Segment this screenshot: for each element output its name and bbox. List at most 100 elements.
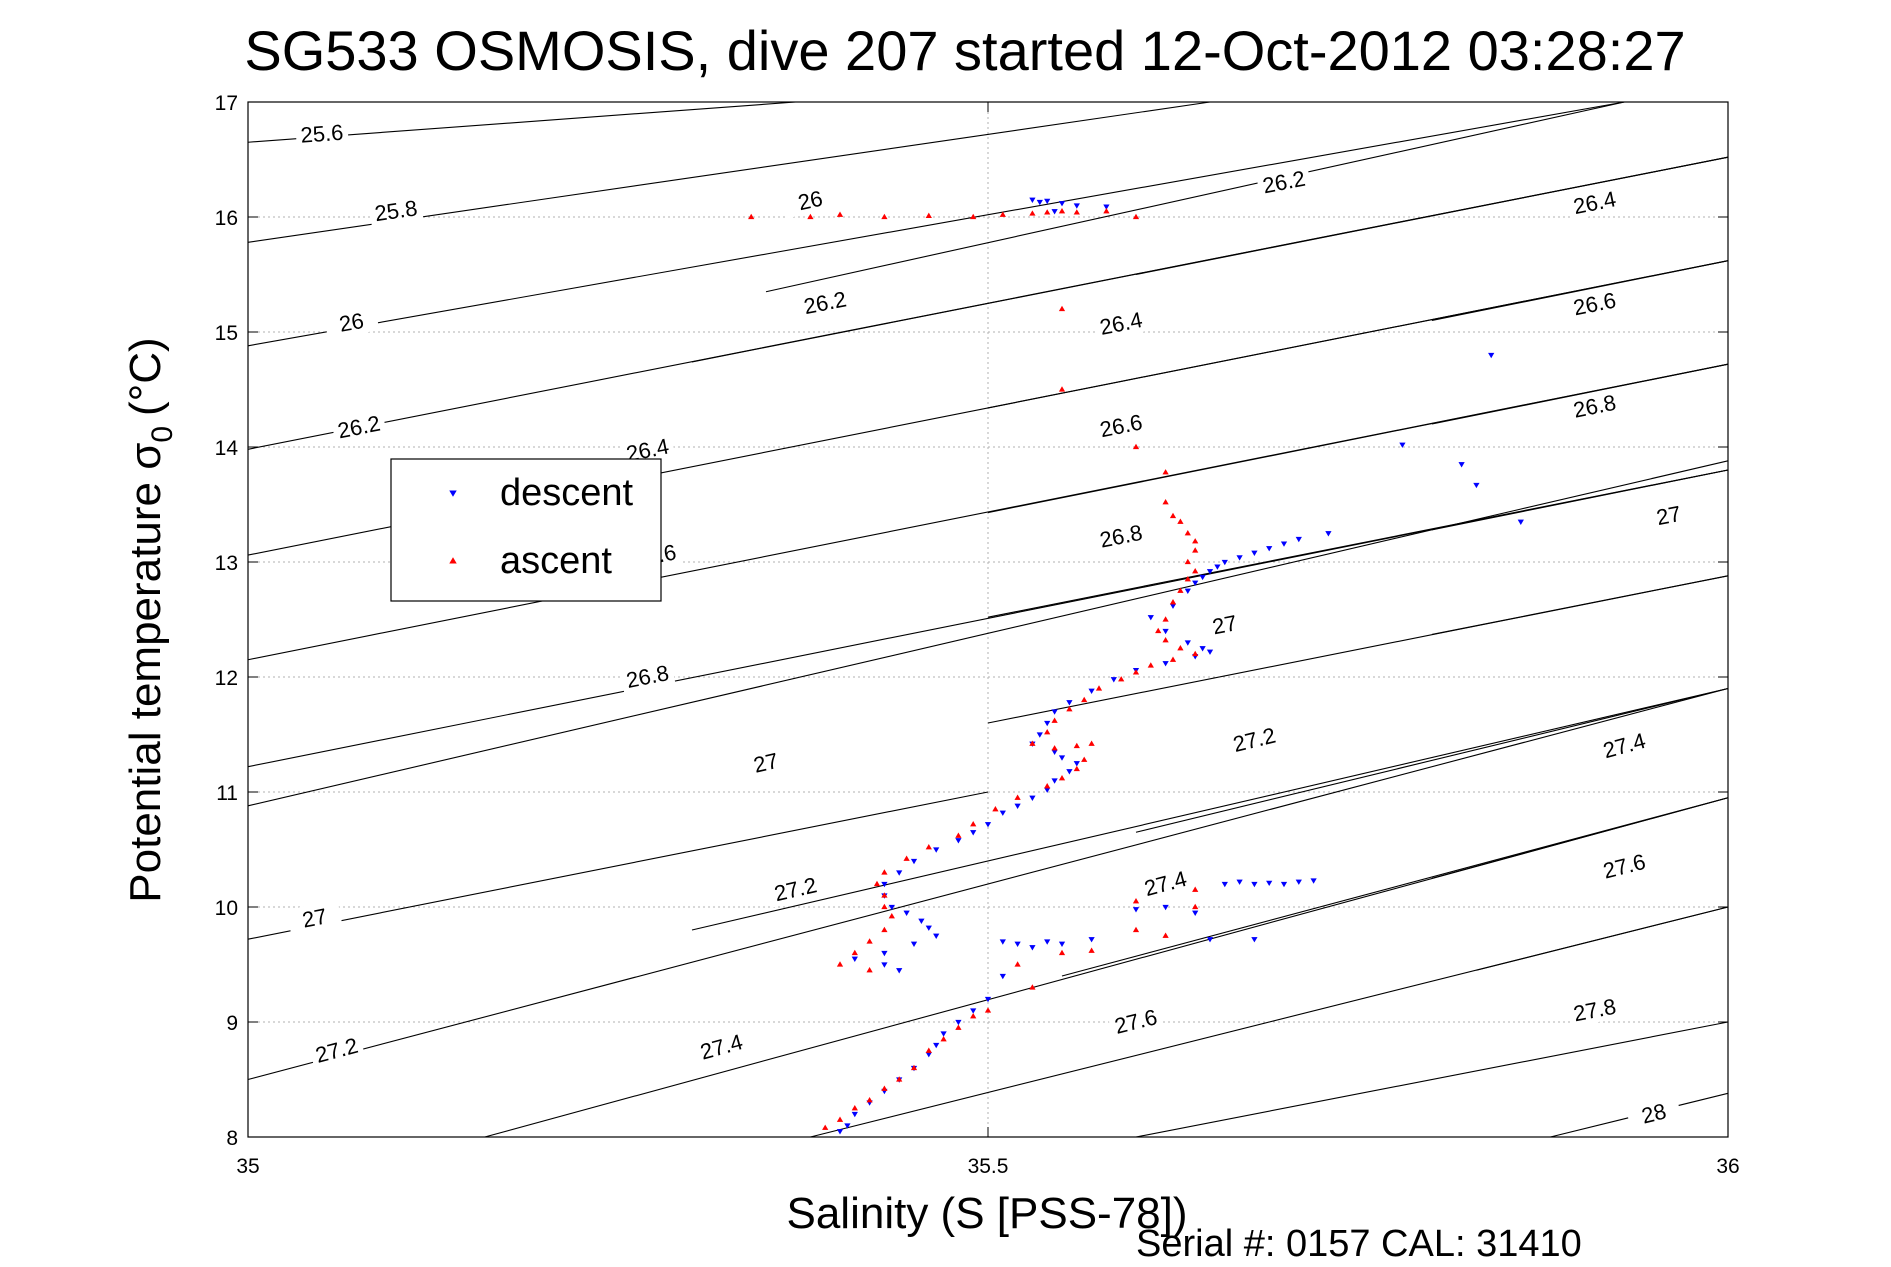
descent-point-13 [1295,536,1302,543]
ascent-point-73 [1014,961,1021,967]
contour-label-bg-27 [1595,846,1653,885]
descent-point-60 [925,925,932,931]
contour-label-1: 25.8 [373,195,419,226]
descent-point-3 [1058,201,1066,207]
contour-label-29: 28 [1639,1098,1669,1128]
descent-point-20 [1206,569,1214,575]
y-axis-label-main: Potential temperature σ [121,443,170,903]
descent-point-25 [1147,615,1154,621]
descent-point-66 [896,968,903,974]
descent-point-76 [1206,937,1214,943]
descent-point-62 [910,941,918,947]
descent-point-16 [1251,550,1258,556]
ascent-point-37 [1095,685,1103,691]
serial-cal-footer: Serial #: 0157 CAL: 31410 [1136,1223,1582,1262]
ascent-point-36 [1118,676,1125,682]
descent-point-79 [1236,879,1243,885]
ascent-point-60 [888,913,895,919]
descent-point-80 [1251,881,1258,888]
ascent-point-63 [851,949,858,956]
descent-point-73 [1132,907,1140,913]
descent-point-96 [851,1111,858,1118]
legend-label-descent: descent [500,472,634,514]
descent-point-12 [1325,531,1332,537]
ascent-point-48 [1058,775,1066,781]
ascent-point-67 [1088,947,1095,953]
data-series [748,197,1524,1135]
ascent-point-82 [881,1085,888,1091]
descent-point-42 [1073,761,1080,767]
contour-label-3: 26 [796,186,825,216]
descent-point-35 [1066,700,1073,706]
legend-marker-descent [449,490,457,497]
ascent-point-27 [1169,599,1177,605]
y-axis-label-unit: (°C) [121,337,170,416]
legend-marker-ascent [449,557,457,564]
ascent-point-19 [1177,518,1184,524]
y-tick-label-5: 13 [215,552,238,575]
descent-point-52 [933,847,940,853]
descent-point-61 [933,933,940,939]
descent-point-33 [1110,677,1117,683]
contour-label-bg-2 [323,304,380,340]
legend-box [390,458,662,602]
ascent-point-54 [925,844,932,850]
y-tick-label-8: 16 [215,207,238,230]
ascent-point-59 [881,903,888,910]
ascent-point-12 [1132,213,1140,220]
ascent-point-51 [992,806,999,812]
ascent-point-13 [1058,305,1066,312]
ascent-point-57 [873,880,881,887]
ascent-point-78 [940,1036,947,1042]
contour-label-bg-24 [1136,863,1194,903]
y-tick-label-1: 9 [226,1012,238,1035]
descent-point-47 [1014,803,1021,809]
x-axis-label: Salinity (S [PSS-78]) [786,1189,1187,1238]
ascent-point-8 [1044,209,1051,215]
ascent-point-5 [970,213,977,220]
ascent-point-24 [1192,568,1199,574]
ascent-point-55 [903,855,910,861]
ascent-point-15 [1132,443,1140,450]
contour-line-27 [1476,906,1729,971]
descent-point-14 [1280,541,1288,547]
ascent-point-26 [1177,587,1184,593]
ascent-point-75 [984,1007,992,1013]
descent-point-68 [1014,941,1021,947]
ascent-point-42 [1029,740,1036,746]
contour-line-9 [1431,260,1729,322]
y-tick-label-6: 14 [215,437,239,460]
descent-point-4 [1073,203,1080,209]
descent-point-71 [1058,941,1066,947]
descent-point-81 [1266,880,1273,887]
descent-point-2 [1044,198,1051,205]
contour-label-bg-4 [330,408,387,445]
descent-point-28 [1199,646,1206,652]
plot-background [248,102,1728,1137]
ascent-point-72 [1132,898,1140,904]
descent-point-46 [1029,795,1036,801]
descent-point-21 [1199,574,1206,581]
y-axis-label: Potential temperature σ0 (°C) [121,337,179,902]
descent-point-10 [1473,482,1480,489]
descent-point-19 [1214,564,1221,570]
descent-point-27 [1184,640,1191,646]
contour-label-bg-9 [1566,184,1623,221]
ascent-point-2 [836,211,844,217]
ascent-point-49 [1044,783,1051,789]
ascent-point-4 [925,212,932,218]
ascent-point-80 [910,1064,918,1071]
contour-label-bg-15 [1566,387,1623,424]
ascent-point-46 [1081,756,1088,762]
descent-point-85 [999,973,1006,980]
y-tick-label-0: 8 [226,1127,238,1150]
ascent-point-29 [1155,627,1162,634]
descent-point-23 [1184,588,1191,594]
descent-point-72 [1088,937,1095,943]
contour-line-19 [247,791,989,940]
descent-point-6 [1103,204,1110,210]
descent-point-37 [1044,720,1051,727]
contour-label-bg-14 [1092,517,1150,554]
ascent-point-40 [1051,717,1058,723]
contour-label-18: 27 [1654,501,1683,530]
